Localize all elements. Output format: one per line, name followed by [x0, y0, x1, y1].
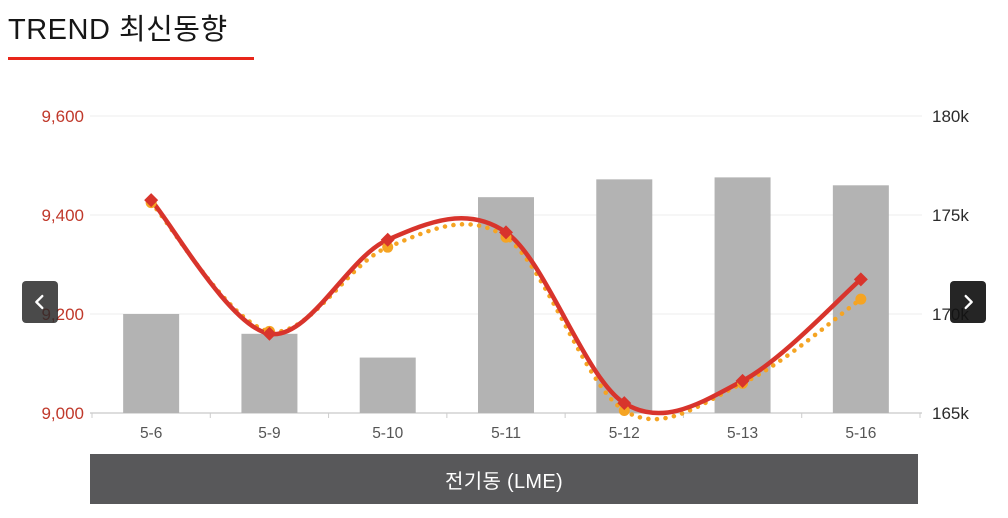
point-price-solid-5-10: [380, 232, 395, 247]
point-price-dotted-5-10: [382, 241, 394, 253]
bar-5-13: [714, 177, 771, 413]
point-price-solid-5-13: [735, 373, 750, 388]
point-price-solid-5-6: [144, 193, 159, 208]
carousel-next-button[interactable]: [950, 281, 986, 323]
point-price-solid-5-11: [499, 225, 513, 240]
category-label-5-10: 5-10: [372, 425, 403, 442]
right-axis-label: 180k: [932, 107, 969, 126]
page-title: TREND 최신동향: [8, 14, 228, 46]
left-axis-label: 9,400: [41, 206, 84, 225]
right-axis-label: 175k: [932, 206, 969, 225]
category-label-5-12: 5-12: [609, 425, 640, 442]
bar-5-12: [596, 179, 653, 413]
chart-caption-bar: 전기동 (LME): [90, 454, 918, 504]
bar-5-9: [241, 333, 298, 413]
point-price-solid-5-12: [617, 396, 632, 411]
category-label-5-16: 5-16: [845, 425, 876, 442]
chart-caption-label: 전기동 (LME): [445, 470, 563, 493]
left-axis-label: 9,000: [41, 404, 84, 423]
category-label-5-9: 5-9: [258, 425, 280, 442]
point-price-solid-5-9: [262, 326, 277, 341]
bar-5-6: [123, 314, 180, 413]
point-price-dotted-5-16: [855, 293, 867, 305]
bar-5-10: [359, 357, 416, 413]
right-axis-label: 165k: [932, 404, 969, 423]
point-price-dotted-5-12: [618, 405, 630, 417]
category-label-5-13: 5-13: [727, 425, 758, 442]
trend-combo-chart: 9,0009,2009,4009,600165k170k175k180k5-65…: [41, 107, 969, 442]
chevron-left-icon: [35, 294, 44, 310]
category-label-5-6: 5-6: [140, 425, 162, 442]
point-price-solid-5-16: [853, 272, 868, 287]
category-label-5-11: 5-11: [491, 425, 521, 442]
carousel-prev-button[interactable]: [22, 281, 58, 323]
chevron-right-icon: [964, 294, 973, 310]
left-axis-label: 9,600: [41, 107, 84, 126]
title-underline: [8, 57, 254, 60]
